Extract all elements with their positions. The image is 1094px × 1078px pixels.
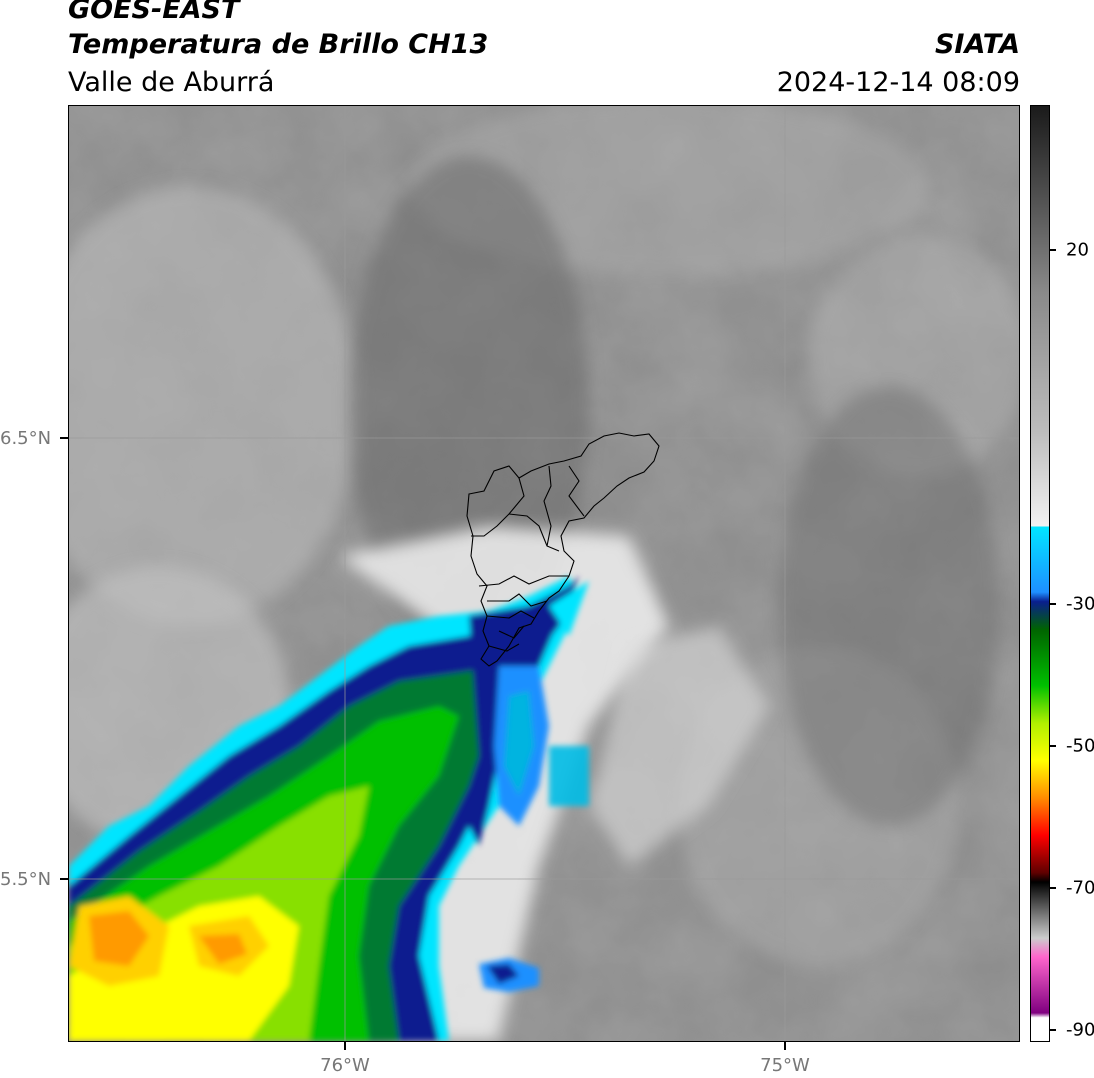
colorbar-tick-minus30 xyxy=(1050,603,1056,605)
region-subtitle: Valle de Aburrá xyxy=(68,67,275,98)
lon-label-76: 76°W xyxy=(320,1055,370,1076)
satellite-map[interactable] xyxy=(68,105,1020,1042)
colorbar-label-20: 20 xyxy=(1066,239,1089,261)
datetime-label: 2024-12-14 08:09 xyxy=(776,67,1020,98)
colorbar-label-minus50: -50 xyxy=(1066,735,1094,757)
satellite-title: GOES-EAST xyxy=(68,0,240,25)
municipal-boundaries xyxy=(466,432,660,667)
colorbar-label-minus70: -70 xyxy=(1066,877,1094,899)
lon-tick-75 xyxy=(784,1042,786,1050)
lat-label-5-5: 5.5°N xyxy=(0,869,52,890)
lat-label-6-5: 6.5°N xyxy=(0,428,52,449)
lon-tick-76 xyxy=(344,1042,346,1050)
product-title: Temperatura de Brillo CH13 xyxy=(68,29,489,60)
agency-label: SIATA xyxy=(934,29,1020,60)
colorbar-tick-minus90 xyxy=(1050,1029,1056,1031)
colorbar xyxy=(1030,105,1050,1042)
gridlines xyxy=(69,106,1019,1041)
lat-tick-6-5 xyxy=(60,437,68,439)
colorbar-tick-minus70 xyxy=(1050,887,1056,889)
lon-label-75: 75°W xyxy=(760,1055,810,1076)
colorbar-tick-minus50 xyxy=(1050,745,1056,747)
colorbar-label-minus30: -30 xyxy=(1066,593,1094,615)
lat-tick-5-5 xyxy=(60,878,68,880)
colorbar-tick-20 xyxy=(1050,249,1056,251)
colorbar-label-minus90: -90 xyxy=(1066,1019,1094,1041)
